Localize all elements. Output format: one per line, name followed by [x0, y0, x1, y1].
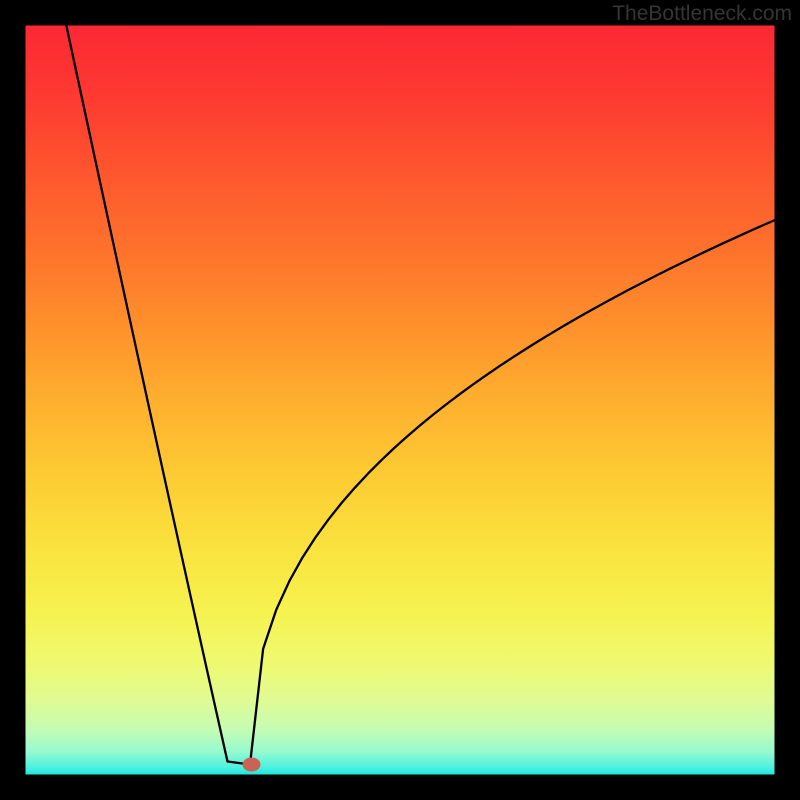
- gradient-background: [25, 25, 775, 775]
- chart-container: TheBottleneck.com: [0, 0, 800, 800]
- optimum-marker: [243, 758, 261, 772]
- watermark-text: TheBottleneck.com: [612, 2, 792, 26]
- bottleneck-chart: [0, 0, 800, 800]
